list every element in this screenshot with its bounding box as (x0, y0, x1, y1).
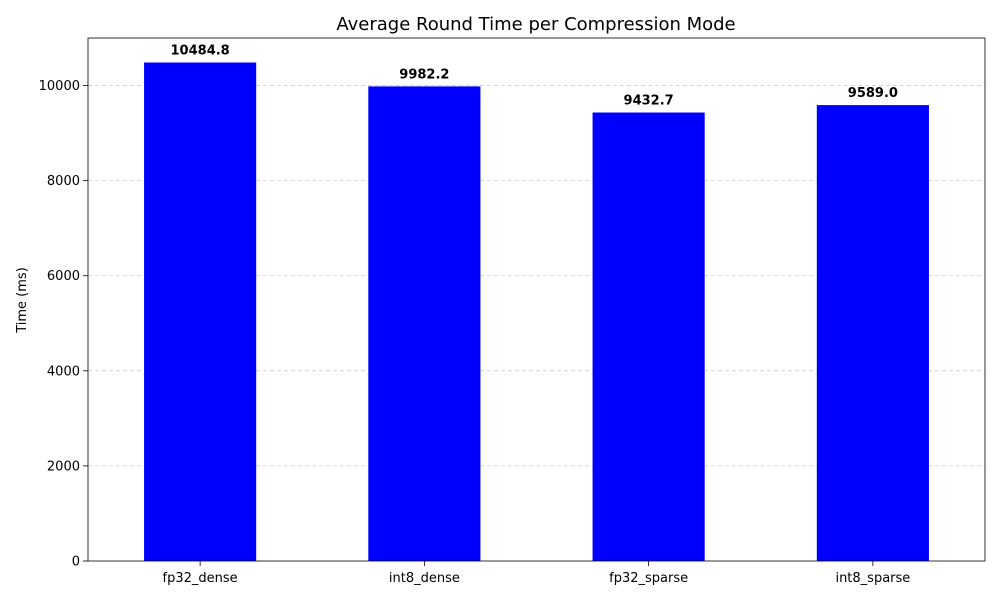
value-label-fp32_dense: 10484.8 (171, 43, 230, 58)
bar-fp32_sparse (592, 112, 705, 561)
value-label-int8_sparse: 9589.0 (848, 86, 898, 101)
bars (144, 62, 929, 562)
bar-int8_sparse (816, 105, 929, 561)
value-labels: 10484.8 9982.2 9432.7 9589.0 (171, 43, 898, 108)
bar-fp32_dense (144, 62, 257, 561)
x-tick-label-fp32_sparse: fp32_sparse (609, 571, 688, 586)
value-label-fp32_sparse: 9432.7 (624, 94, 674, 109)
y-tick-label-4: 8000 (47, 174, 80, 189)
x-tick-label-int8_sparse: int8_sparse (835, 571, 910, 586)
y-axis-ticks: 0 2000 4000 6000 8000 10000 (39, 79, 88, 570)
chart-title: Average Round Time per Compression Mode (336, 14, 735, 35)
y-tick-label-0: 0 (72, 555, 80, 570)
value-label-int8_dense: 9982.2 (399, 67, 449, 82)
y-tick-label-2: 4000 (47, 364, 80, 379)
y-tick-label-3: 6000 (47, 269, 80, 284)
bar-int8_dense (368, 86, 481, 562)
y-axis-label: Time (ms) (15, 267, 30, 334)
x-tick-label-int8_dense: int8_dense (389, 571, 460, 586)
axes-frame (87, 37, 986, 562)
y-tick-label-1: 2000 (47, 459, 80, 474)
y-tick-label-5: 10000 (39, 79, 80, 94)
x-tick-label-fp32_dense: fp32_dense (163, 571, 238, 586)
x-axis-ticks: fp32_dense int8_dense fp32_sparse int8_spar… (163, 561, 910, 586)
